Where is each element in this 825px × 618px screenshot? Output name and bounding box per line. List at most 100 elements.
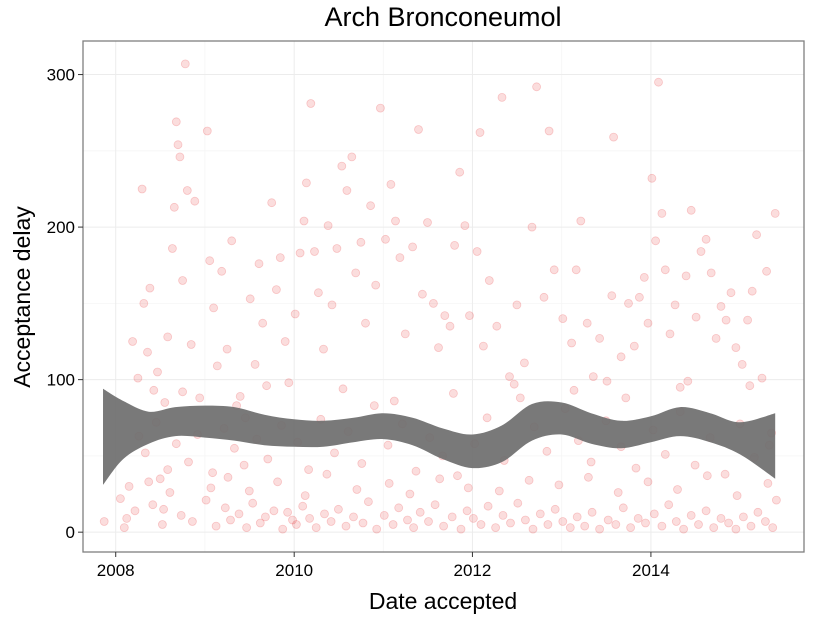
data-point: [737, 359, 747, 369]
data-point: [624, 298, 633, 308]
data-point: [721, 315, 731, 325]
data-point: [159, 504, 169, 514]
data-point: [130, 506, 140, 516]
data-point: [148, 500, 158, 510]
data-point: [675, 382, 685, 392]
data-point: [757, 373, 767, 383]
data-point: [770, 208, 780, 218]
data-point: [611, 520, 621, 529]
data-point: [226, 515, 235, 525]
data-point: [701, 506, 711, 516]
data-point: [330, 448, 339, 458]
data-point: [391, 216, 400, 226]
data-point: [220, 503, 230, 513]
data-point: [528, 524, 538, 534]
data-point: [305, 514, 315, 523]
data-point: [205, 256, 215, 266]
data-point: [167, 244, 177, 253]
data-point: [258, 318, 268, 328]
data-point: [278, 524, 288, 534]
data-point: [386, 179, 396, 189]
data-point: [171, 439, 181, 449]
data-point: [621, 393, 631, 403]
data-point: [711, 333, 721, 343]
data-point: [260, 512, 270, 522]
data-point: [762, 266, 771, 276]
data-point: [341, 521, 351, 531]
data-point: [468, 514, 478, 523]
data-point: [513, 498, 523, 508]
data-point: [178, 387, 188, 397]
data-point: [584, 472, 593, 482]
data-point: [494, 486, 504, 496]
data-point: [576, 216, 586, 226]
data-point: [211, 521, 221, 531]
data-point: [602, 376, 612, 386]
x-axis: 2008 2010 2012 2014: [97, 552, 670, 580]
data-point: [445, 321, 455, 331]
data-point: [242, 523, 252, 532]
data-point: [660, 265, 670, 275]
data-point: [202, 126, 212, 136]
y-tick-label: 300: [47, 66, 75, 85]
data-point: [527, 222, 537, 232]
data-point: [291, 520, 301, 529]
data-point: [153, 367, 162, 377]
data-point: [248, 498, 258, 508]
data-point: [319, 344, 328, 354]
data-point: [271, 285, 281, 295]
data-point: [726, 288, 736, 298]
data-point: [269, 506, 279, 516]
data-point: [133, 373, 143, 383]
data-point: [716, 301, 726, 311]
data-point: [535, 509, 545, 519]
data-point: [542, 446, 552, 456]
data-point: [686, 511, 696, 520]
data-point: [465, 311, 474, 321]
data-point: [532, 82, 541, 92]
data-point: [313, 288, 323, 298]
data-point: [571, 265, 581, 275]
data-point: [491, 523, 501, 532]
data-point: [139, 298, 149, 308]
data-point: [157, 520, 167, 529]
data-point: [478, 341, 488, 351]
data-point: [366, 201, 376, 211]
data-point: [116, 494, 125, 504]
data-point: [144, 477, 154, 487]
data-point: [408, 242, 418, 252]
data-point: [463, 483, 473, 493]
data-point: [686, 205, 696, 215]
data-point: [417, 289, 427, 299]
data-point: [235, 391, 245, 401]
data-point: [631, 463, 641, 473]
data-point: [128, 337, 138, 346]
data-point: [772, 495, 781, 505]
x-tick-label: 2014: [632, 561, 670, 580]
data-point: [388, 520, 398, 529]
data-point: [180, 59, 190, 69]
data-point: [549, 265, 559, 275]
data-point: [567, 338, 576, 348]
data-point: [187, 517, 197, 526]
data-point: [453, 471, 462, 481]
data-point: [512, 300, 522, 310]
data-point: [671, 517, 681, 526]
data-point: [626, 523, 635, 532]
chart-title: Arch Bronconeumol: [324, 2, 561, 32]
data-point: [423, 218, 432, 227]
data-point: [609, 132, 618, 142]
data-point: [603, 515, 613, 525]
data-point: [657, 208, 667, 218]
data-point: [254, 259, 264, 269]
data-point: [586, 457, 596, 467]
data-point: [145, 283, 155, 293]
data-point: [163, 332, 173, 342]
data-point: [649, 509, 659, 519]
data-point: [472, 247, 482, 256]
data-point: [673, 485, 682, 494]
data-point: [768, 523, 778, 532]
data-point: [544, 126, 554, 136]
data-point: [595, 524, 604, 534]
data-point: [383, 440, 393, 450]
